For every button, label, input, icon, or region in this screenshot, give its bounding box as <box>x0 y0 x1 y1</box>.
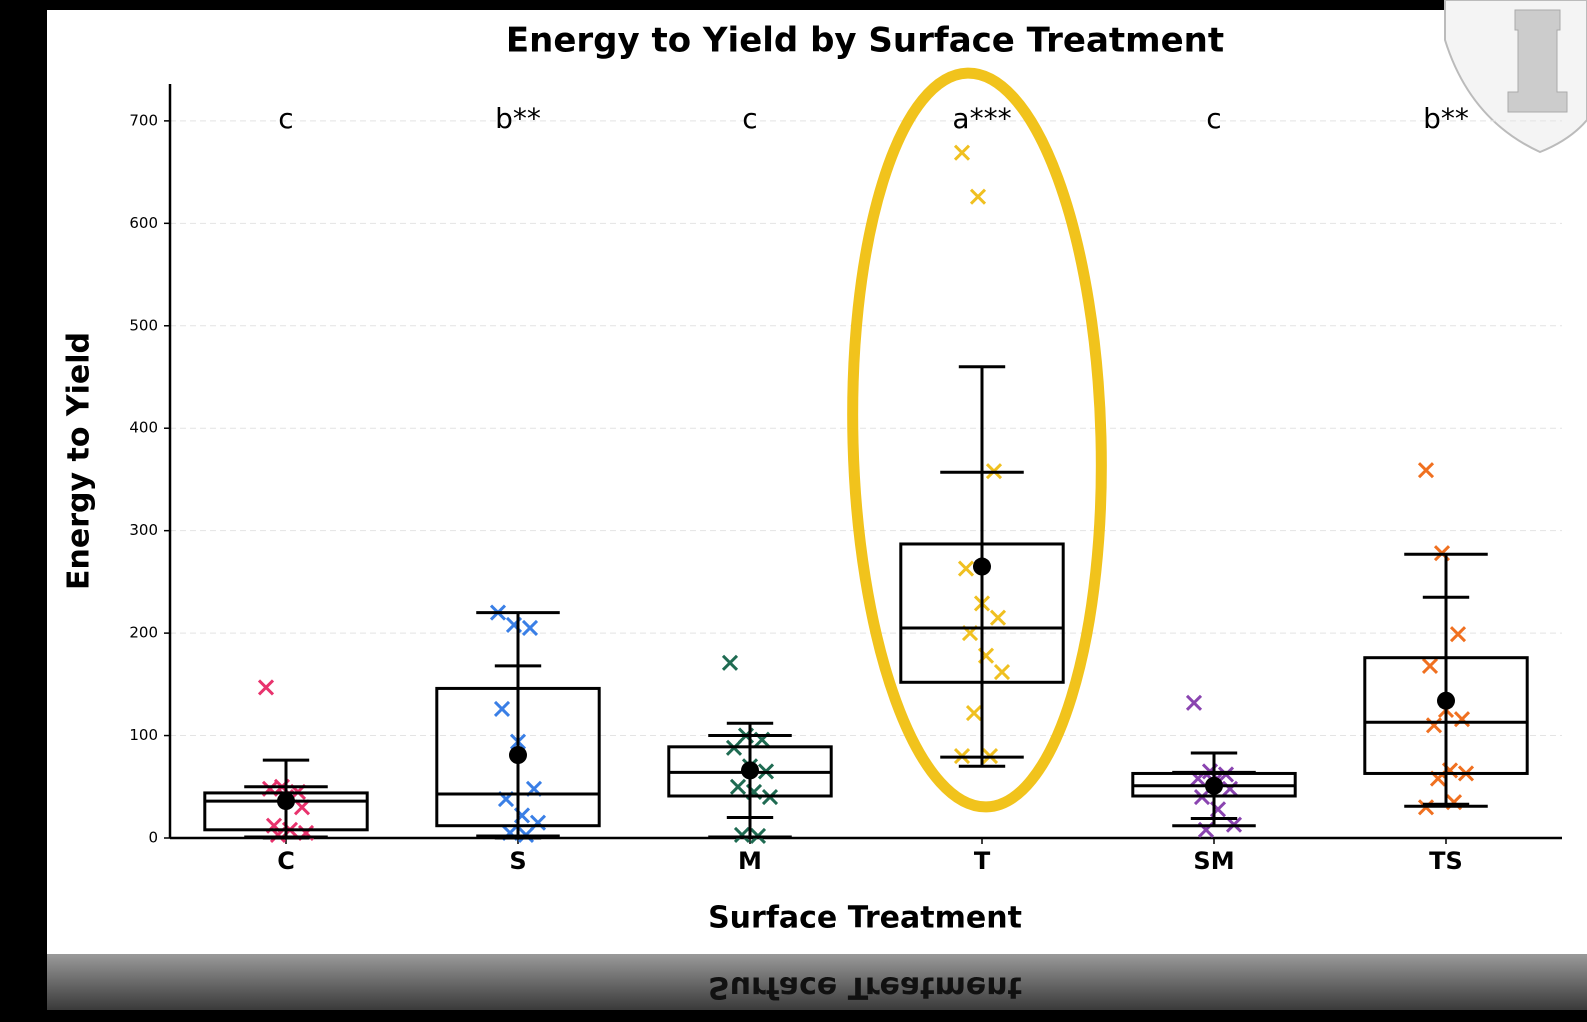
highlight-ellipse <box>847 67 1107 813</box>
significance-label: c <box>1206 102 1221 135</box>
x-tick-label: S <box>509 847 526 875</box>
data-point <box>993 663 1011 681</box>
y-tick-label: 0 <box>148 829 158 847</box>
plot: 0 100 200 300 400 500 600 700 Cc Sb** Mc Ta*** SM c TS… <box>129 84 1562 875</box>
y-tick-label: 400 <box>129 419 158 437</box>
data-point <box>493 700 511 717</box>
mean-marker <box>277 792 295 811</box>
data-point <box>1421 657 1439 674</box>
significance-label: b** <box>1423 102 1469 135</box>
chart-panel <box>47 10 1587 954</box>
data-point <box>529 814 547 831</box>
data-point <box>257 679 275 696</box>
chart-title: Energy to Yield by Surface Treatment <box>506 21 1224 61</box>
y-tick-label: 500 <box>129 316 158 334</box>
reflection <box>47 954 1587 1010</box>
significance-label: a*** <box>952 102 1011 135</box>
data-point <box>521 619 539 637</box>
data-point <box>1221 780 1239 797</box>
x-tick-label: C <box>277 847 295 875</box>
x-tick-label: TS <box>1429 847 1463 875</box>
data-point <box>1185 694 1203 711</box>
y-tick-label: 100 <box>129 726 158 744</box>
reflected-x-label: Surface Treatment <box>708 970 1022 1005</box>
data-point <box>969 188 987 205</box>
data-point <box>721 654 739 671</box>
significance-label: b** <box>495 102 541 135</box>
mean-marker <box>1437 691 1455 710</box>
y-tick-label: 700 <box>129 111 158 129</box>
data-point <box>953 144 971 161</box>
logo-tower <box>1507 9 1568 113</box>
y-tick-label: 300 <box>129 521 158 539</box>
x-tick-label: M <box>738 847 762 875</box>
data-point <box>1453 711 1471 728</box>
x-axis-label: Surface Treatment <box>708 901 1022 936</box>
y-tick-label: 600 <box>129 214 158 232</box>
y-tick-label: 200 <box>129 624 158 642</box>
mean-marker <box>509 746 527 765</box>
data-point <box>729 778 747 795</box>
data-point <box>1425 717 1443 734</box>
y-axis-label: Energy to Yield <box>62 332 97 590</box>
data-point <box>1449 626 1467 643</box>
significance-label: c <box>278 102 293 135</box>
x-tick-label: SM <box>1193 847 1234 875</box>
data-point <box>733 826 751 843</box>
data-point <box>1417 462 1435 479</box>
data-point <box>957 560 975 577</box>
data-point <box>989 609 1007 626</box>
significance-label: c <box>742 102 757 135</box>
mean-marker <box>973 557 991 576</box>
data-point <box>965 704 983 722</box>
x-tick-label: T <box>974 847 991 875</box>
mean-marker <box>741 761 759 780</box>
mean-marker <box>1205 776 1223 795</box>
